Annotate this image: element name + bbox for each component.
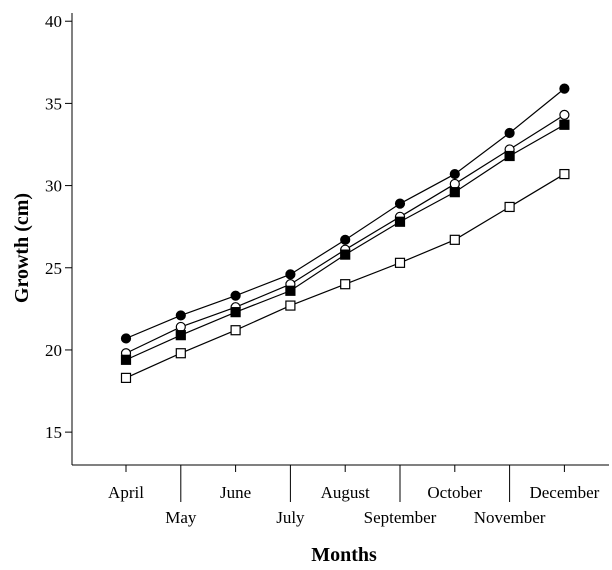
x-tick-label: October (427, 483, 482, 502)
series-4 (120, 168, 570, 383)
axes (71, 13, 609, 466)
data-point (120, 372, 132, 383)
data-point (394, 216, 406, 227)
data-point (230, 290, 241, 301)
x-tick-label: July (276, 508, 305, 527)
x-ticks: April May June July August September October No… (108, 465, 600, 527)
y-tick-label: 40 (45, 12, 62, 31)
data-point (285, 300, 296, 311)
data-point (504, 127, 515, 139)
series-2 (120, 109, 570, 359)
data-point (340, 279, 351, 290)
series-3 (120, 119, 570, 365)
data-point (120, 333, 132, 344)
data-point (285, 285, 296, 296)
x-tick-label: December (529, 483, 599, 502)
data-point (559, 119, 570, 130)
data-point (230, 307, 241, 318)
series-1 (120, 83, 570, 344)
data-point (175, 348, 186, 359)
data-point (449, 168, 460, 180)
data-point (394, 198, 406, 209)
series-group (120, 83, 570, 383)
series-line (125, 173, 565, 379)
data-point (449, 234, 460, 245)
series-line (125, 114, 565, 354)
data-point (340, 249, 351, 260)
data-point (175, 310, 186, 321)
x-tick-label: November (474, 508, 546, 527)
data-point (175, 330, 186, 341)
data-point (559, 83, 570, 94)
y-tick-label: 35 (45, 94, 62, 113)
data-point (504, 201, 515, 213)
y-ticks: 15 20 25 30 35 40 (45, 12, 72, 442)
data-point (504, 150, 515, 162)
data-point (340, 234, 351, 245)
x-tick-label: August (321, 483, 370, 502)
y-tick-label: 15 (45, 423, 62, 442)
data-point (559, 109, 570, 121)
data-point (285, 269, 296, 280)
y-tick-label: 30 (45, 177, 62, 196)
data-point (120, 354, 132, 365)
x-tick-label: September (364, 508, 437, 527)
data-point (559, 168, 570, 180)
x-tick-label: May (165, 508, 197, 527)
y-tick-label: 20 (45, 341, 62, 360)
x-axis-title: Months (311, 544, 377, 566)
data-point (230, 325, 241, 336)
y-axis-title: Growth (cm) (11, 193, 33, 303)
x-tick-label: June (220, 483, 251, 502)
data-point (449, 187, 460, 198)
data-point (394, 257, 406, 268)
x-tick-label: April (108, 483, 144, 502)
y-tick-label: 25 (45, 259, 62, 278)
